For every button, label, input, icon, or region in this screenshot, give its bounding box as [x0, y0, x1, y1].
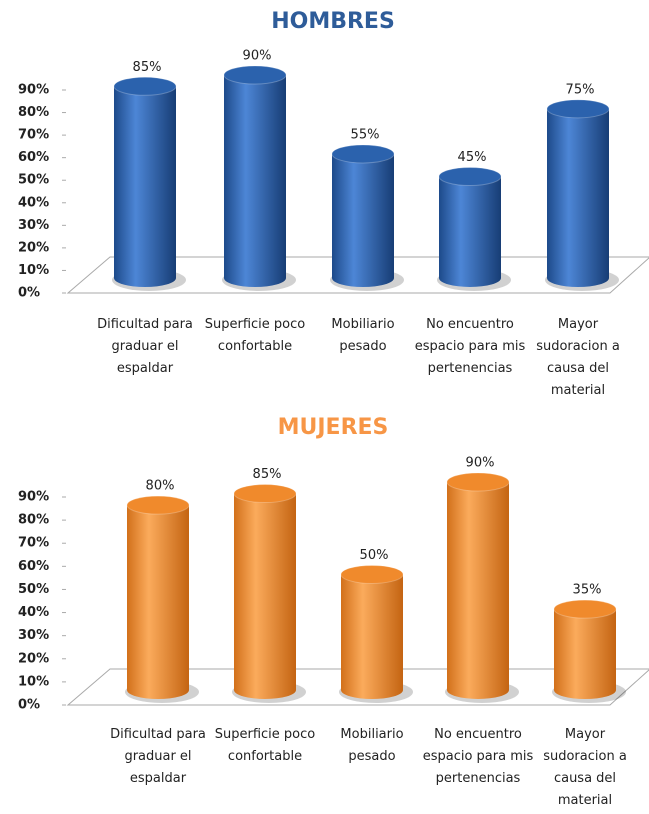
bar-top: [553, 599, 617, 619]
y-tick-label: 20%: [18, 651, 49, 666]
bar: [341, 574, 403, 699]
bar: [554, 609, 616, 699]
y-tick-label: 70%: [18, 128, 49, 143]
bar: [224, 75, 286, 287]
y-tick-label: 10%: [18, 674, 49, 689]
bar: [114, 86, 176, 288]
y-tick-label: 90%: [18, 490, 49, 505]
y-tick-label: 0%: [18, 698, 40, 713]
y-tick-label: 60%: [18, 559, 49, 574]
y-tick-label: 70%: [18, 536, 49, 551]
x-tick-label: Dificultad para graduar el espaldar: [97, 317, 193, 376]
y-tick-label: 20%: [18, 240, 49, 255]
bar: [447, 482, 509, 699]
y-tick-label: 40%: [18, 195, 49, 210]
bar: [234, 493, 296, 699]
x-tick-label: Dificultad para graduar el espaldar: [110, 727, 206, 786]
bar-top: [446, 472, 510, 492]
bar: [127, 505, 189, 699]
y-tick-label: 50%: [18, 173, 49, 188]
value-label: 85%: [253, 467, 282, 482]
value-label: 35%: [573, 583, 602, 598]
x-tick-label: No encuentro espacio para mis pertenenci…: [422, 727, 534, 786]
value-label: 80%: [146, 479, 175, 494]
bar: [332, 153, 394, 287]
x-tick-label: Mobiliario pesado: [340, 727, 404, 764]
y-tick-label: 80%: [18, 105, 49, 120]
y-tick-label: 30%: [18, 218, 49, 233]
y-tick-label: 0%: [18, 286, 40, 301]
x-tick-label: Mobiliario pesado: [331, 317, 395, 354]
chart-title: HOMBRES: [271, 9, 395, 34]
bar: [439, 176, 501, 287]
bar: [547, 108, 609, 287]
value-label: 50%: [360, 548, 389, 563]
x-tick-label: No encuentro espacio para mis pertenenci…: [414, 317, 526, 376]
value-label: 75%: [566, 82, 595, 97]
y-tick-label: 10%: [18, 263, 49, 278]
value-label: 90%: [466, 456, 495, 471]
value-label: 45%: [458, 150, 487, 165]
x-tick-label: Superficie poco confortable: [214, 727, 316, 764]
bar-top: [331, 144, 395, 164]
bar-top: [546, 99, 610, 119]
value-label: 55%: [351, 127, 380, 142]
bar-top: [223, 65, 287, 85]
x-tick-label: Mayor sudoracion a causa del material: [536, 317, 620, 398]
value-label: 85%: [133, 60, 162, 75]
y-tick-label: 90%: [18, 83, 49, 98]
y-tick-label: 50%: [18, 582, 49, 597]
value-label: 90%: [243, 49, 272, 64]
chart-title: MUJERES: [278, 415, 389, 440]
y-tick-label: 30%: [18, 628, 49, 643]
y-tick-label: 80%: [18, 513, 49, 528]
y-tick-label: 60%: [18, 150, 49, 165]
bar-top: [233, 484, 297, 504]
bar-top: [126, 495, 190, 515]
x-tick-label: Mayor sudoracion a causa del material: [543, 727, 627, 808]
x-tick-label: Superficie poco confortable: [204, 317, 306, 354]
bar-top: [113, 76, 177, 96]
y-tick-label: 40%: [18, 605, 49, 620]
bar-top: [340, 564, 404, 584]
bar-top: [438, 167, 502, 186]
